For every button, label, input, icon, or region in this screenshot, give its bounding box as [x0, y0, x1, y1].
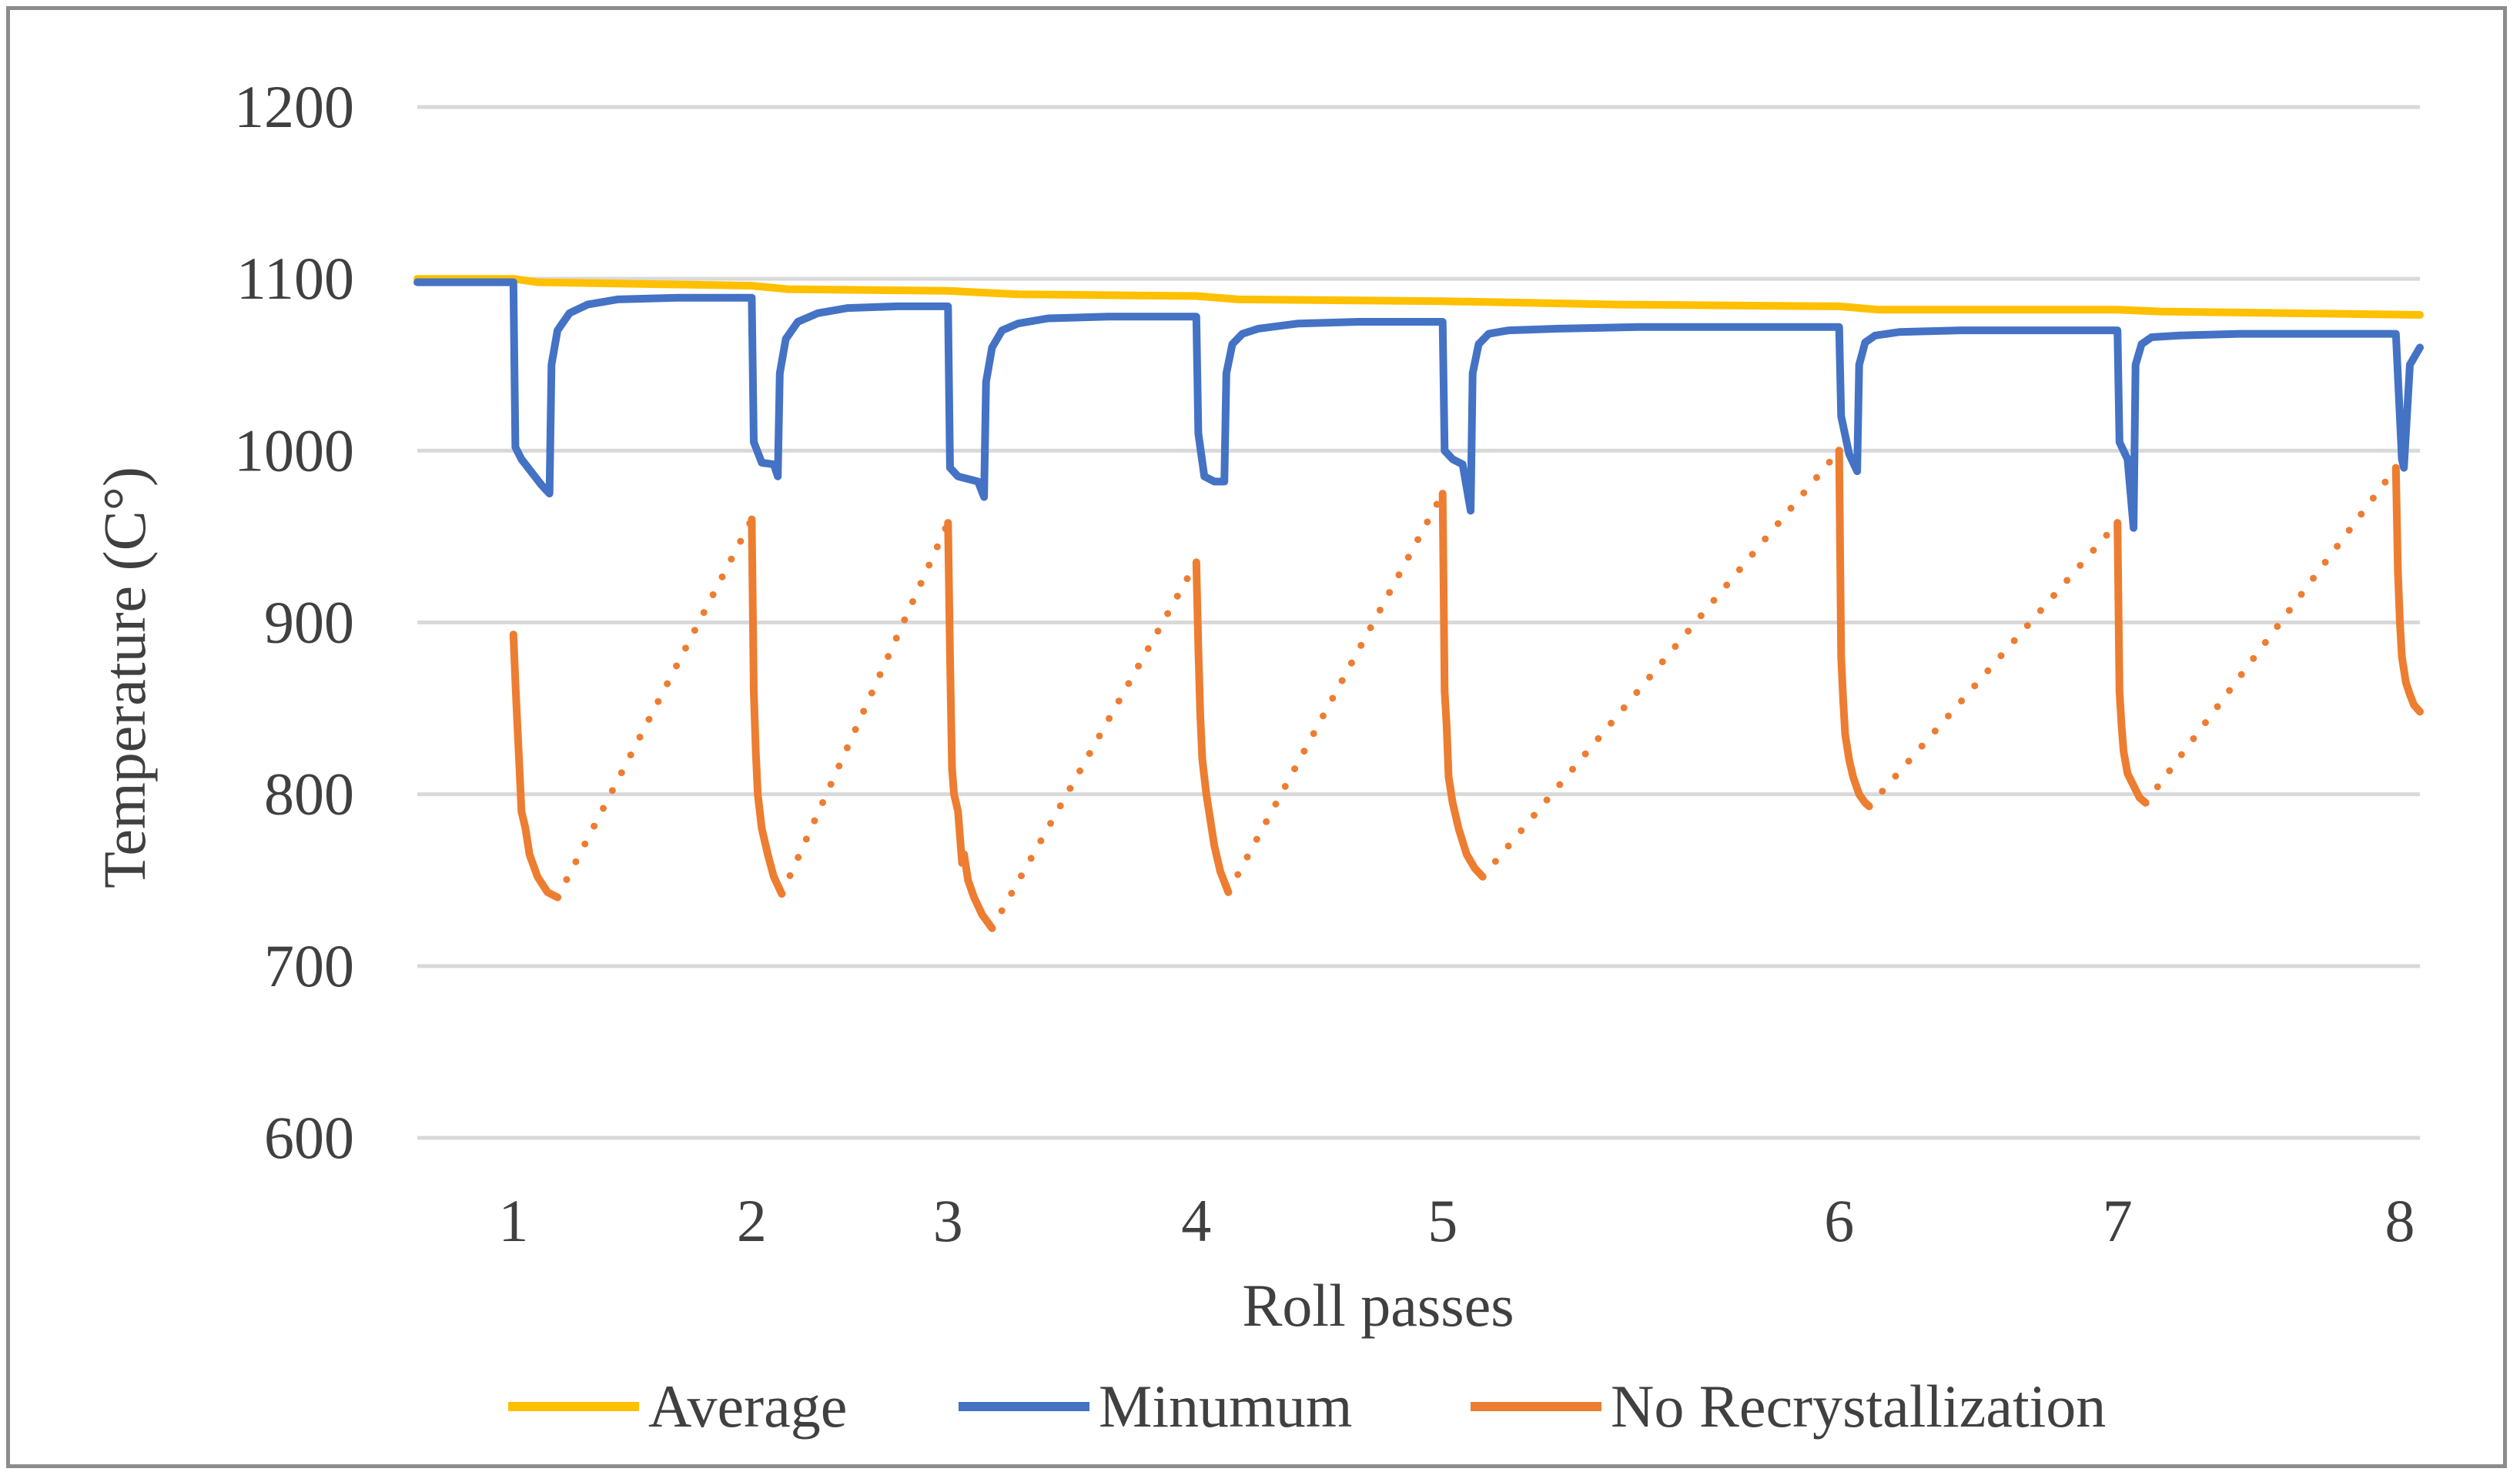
- legend-label-no-recrystallization: No Recrystallization: [1611, 1373, 2106, 1440]
- series-no-recrystallization-dotted-2: [778, 519, 952, 898]
- y-tick-label-800: 800: [264, 761, 354, 828]
- series-no-recrystallization-segment-6: [1835, 447, 1873, 811]
- x-tick-label-1: 1: [498, 1187, 528, 1254]
- series-no-recrystallization-segment-2: [748, 515, 786, 898]
- series-no-recrystallization-dotted-1: [554, 516, 755, 902]
- y-tick-label-700: 700: [264, 932, 354, 999]
- series-no-recrystallization-dotted-4: [1224, 490, 1447, 896]
- x-tick-labels: 1 2 3 4 5 6 7 8: [498, 1187, 2415, 1254]
- x-tick-label-3: 3: [933, 1187, 963, 1254]
- x-tick-label-6: 6: [1824, 1187, 1854, 1254]
- x-tick-label-4: 4: [1181, 1187, 1211, 1254]
- x-tick-label-2: 2: [737, 1187, 767, 1254]
- series-no-recrystallization-dotted-3: [989, 558, 1200, 932]
- series-no-recrystallization-dotted-6: [1866, 519, 2121, 810]
- legend-label-minimum: Minumum: [1099, 1373, 1352, 1440]
- y-tick-label-1200: 1200: [234, 73, 354, 140]
- x-tick-label-7: 7: [2103, 1187, 2133, 1254]
- chart-frame: [6, 6, 2507, 1468]
- y-axis-title: Temperature (C°): [91, 467, 158, 888]
- series-no-recrystallization-segment-4: [1192, 558, 1233, 896]
- x-tick-label-5: 5: [1427, 1187, 1457, 1254]
- x-tick-label-8: 8: [2384, 1187, 2415, 1254]
- grid-layer: [417, 105, 2420, 1140]
- legend-label-average: Average: [648, 1373, 847, 1440]
- y-tick-label-900: 900: [264, 589, 354, 656]
- series-no-recrystallization-dotted-7: [2142, 464, 2400, 807]
- series-no-recrystallization-segment-7: [2113, 519, 2150, 807]
- series-no-recrystallization-segment-1: [509, 631, 562, 902]
- y-tick-label-600: 600: [264, 1104, 354, 1171]
- series-no-recrystallization-segment-8: [2391, 463, 2424, 716]
- series-minimum-line: [413, 278, 2424, 532]
- series-layer: [413, 275, 2424, 932]
- y-tick-labels: 600 700 800 900 1000 1100 1200: [234, 73, 354, 1171]
- y-tick-label-1000: 1000: [234, 416, 354, 483]
- series-no-recrystallization-dotted-5: [1479, 447, 1843, 881]
- x-axis-title: Roll passes: [1242, 1272, 1514, 1339]
- legend: Average Minumum No Recrystallization: [508, 1373, 2106, 1440]
- y-tick-label-1100: 1100: [236, 245, 354, 312]
- series-no-recrystallization-segment-3: [944, 519, 996, 932]
- series-no-recrystallization-segment-5: [1438, 490, 1487, 881]
- series-average-line: [413, 275, 2424, 319]
